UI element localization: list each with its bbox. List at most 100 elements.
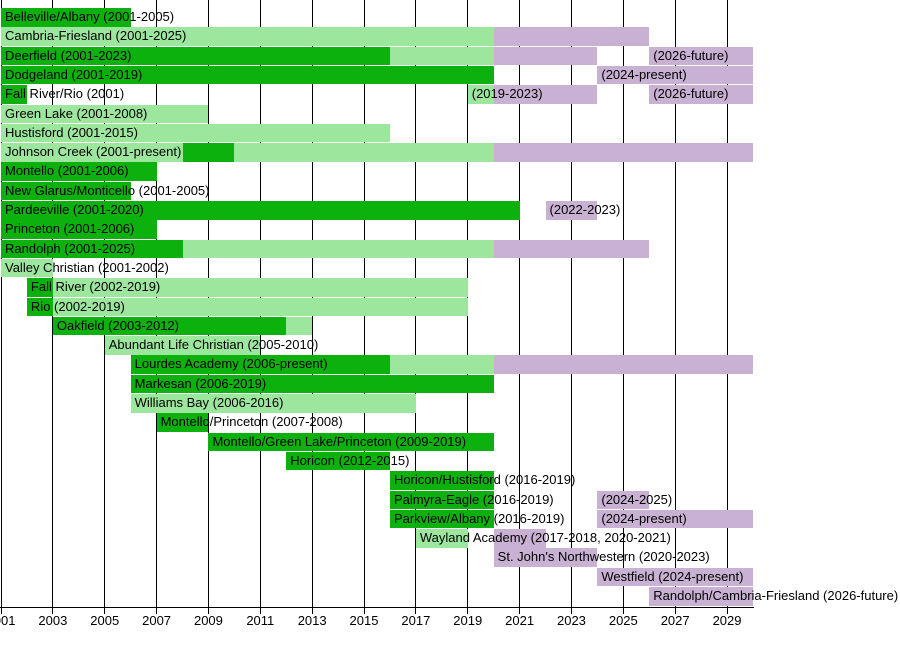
bar-segment [597, 490, 650, 510]
axis-tick-label: 2001 [0, 613, 16, 628]
axis-tick [726, 607, 728, 614]
axis-tick [259, 607, 261, 614]
bar-segment [1, 143, 183, 162]
bar-segment [26, 278, 53, 297]
axis-tick-label: 2015 [349, 613, 379, 628]
row-label: Lourdes Academy (2006-present) [134, 356, 328, 372]
bar-segment [1, 239, 183, 259]
axis-line [0, 606, 754, 608]
axis-tick [207, 607, 209, 614]
bar-segment [130, 374, 494, 394]
axis-tick [156, 607, 158, 614]
row-label: Williams Bay (2006-2016) [134, 395, 284, 410]
bar-segment [389, 46, 494, 66]
row-label: Pardeeville (2001-2020) [5, 202, 144, 217]
axis-tick [467, 607, 469, 614]
row-label: Dodgeland (2001-2019) [5, 66, 143, 82]
bar-segment [286, 451, 390, 471]
bar-segment [1, 65, 494, 85]
bar-segment [1, 201, 520, 220]
row-label: Randolph (2001-2025) [5, 240, 136, 256]
row-label: Wayland Academy (2017-2018, 2020-2021) [419, 530, 671, 546]
row-label: Randolph/Cambria-Friesland (2026-future) [653, 588, 899, 603]
bar-period-label: (2019-2023) [471, 86, 543, 102]
year-gridline [0, 0, 2, 607]
bar-segment [1, 27, 494, 46]
axis-tick-label: 2023 [556, 613, 586, 628]
row-label: Valley Christian (2001-2002) [5, 259, 169, 275]
axis-tick [674, 607, 676, 614]
bar-segment [52, 278, 468, 297]
axis-tick-label: 2029 [712, 613, 742, 628]
axis-tick-label: 2005 [90, 613, 120, 628]
bar-period-label: (2024-2025) [601, 491, 673, 507]
row-label: New Glarus/Monticello (2001-2005) [5, 182, 210, 198]
row-label: Johnson Creek (2001-present) [5, 144, 182, 160]
bar-segment [1, 46, 390, 66]
axis-tick [363, 607, 365, 614]
row-label: Palmyra-Eagle (2016-2019) [393, 491, 554, 507]
year-gridline [570, 0, 572, 607]
axis-tick-label: 2021 [505, 613, 535, 628]
year-gridline [467, 0, 469, 607]
bar-segment [545, 201, 598, 220]
bar-segment [467, 85, 494, 104]
row-label: Rio (2002-2019) [30, 298, 125, 314]
row-label: Montello/Princeton (2007-2008) [160, 414, 343, 430]
bar-segment [493, 46, 598, 66]
row-label: Hustisford (2001-2015) [5, 124, 138, 140]
year-gridline [674, 0, 676, 607]
axis-tick [104, 607, 106, 614]
row-label: Oakfield (2003-2012) [56, 317, 179, 333]
bar-segment [389, 471, 494, 490]
bar-segment [493, 143, 753, 162]
bar-segment [130, 394, 416, 413]
row-label: Abundant Life Christian (2005-2010) [108, 337, 319, 353]
bar-segment [26, 297, 53, 317]
bar-segment [104, 336, 261, 355]
row-label: Horicon/Hustisford (2016-2019) [393, 472, 576, 488]
bar-period-label: (2024-present) [601, 66, 687, 82]
bar-segment [649, 587, 753, 606]
bar-segment [1, 85, 27, 104]
bar-segment [182, 239, 494, 259]
bar-segment [649, 46, 753, 66]
axis-tick-label: 2025 [608, 613, 638, 628]
bar-segment [493, 27, 650, 46]
row-label: Montello/Green Lake/Princeton (2009-2019… [212, 433, 467, 449]
bar-segment [493, 239, 650, 259]
row-label: Princeton (2001-2006) [5, 221, 135, 237]
bar-segment [1, 258, 53, 278]
bar-period-label: (2022-2023) [549, 202, 621, 217]
bar-segment [493, 355, 753, 374]
bar-segment [493, 85, 598, 104]
bar-segment [389, 509, 494, 529]
axis-tick [415, 607, 417, 614]
bar-segment [1, 181, 131, 201]
bar-segment [156, 413, 209, 432]
row-label: Fall River/Rio (2001) [5, 86, 125, 102]
axis-tick [0, 607, 2, 614]
axis-tick-label: 2017 [401, 613, 431, 628]
row-label: Markesan (2006-2019) [134, 375, 267, 391]
row-label: Horicon (2012-2015) [290, 452, 410, 468]
bar-segment [597, 509, 753, 529]
bar-segment [1, 162, 157, 181]
axis-tick [52, 607, 54, 614]
bar-segment [1, 8, 131, 27]
bar-segment [208, 432, 494, 452]
axis-tick-label: 2007 [142, 613, 172, 628]
bar-segment [286, 316, 313, 336]
bar-segment [415, 529, 468, 548]
year-gridline [726, 0, 728, 607]
bar-segment [1, 220, 157, 239]
bar-period-label: (2026-future) [653, 86, 729, 102]
year-gridline [519, 0, 521, 607]
row-label: Cambria-Friesland (2001-2025) [5, 28, 187, 44]
bar-segment [182, 143, 235, 162]
bar-segment [389, 490, 494, 510]
bar-segment [1, 104, 209, 124]
row-label: Parkview/Albany (2016-2019) [393, 510, 565, 526]
axis-tick-label: 2009 [193, 613, 223, 628]
